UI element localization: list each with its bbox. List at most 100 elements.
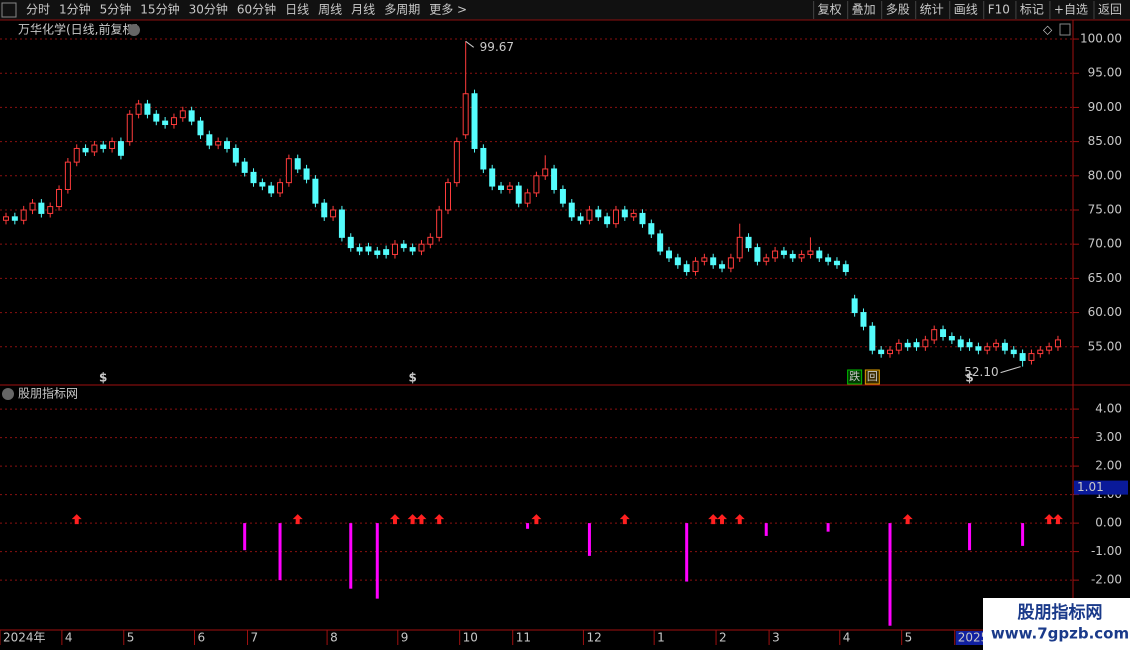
watermark-title: 股朋指标网 [1018,602,1103,623]
candle-body [330,209,337,218]
toolbar-button[interactable]: 更多 > [429,3,467,17]
dropdown[interactable] [2,388,14,400]
candle-body [568,202,575,218]
candle-body [197,120,204,136]
signal-arrow [734,514,745,525]
watermark-url: www.7gpzb.com [991,625,1129,643]
toolbar-button[interactable]: 画线 [954,3,978,17]
x-tick-label: 2024年 [3,631,46,645]
signal-marker: $ [408,371,416,385]
y-tick-label: 100.00 [1080,32,1122,46]
candle-body [64,161,71,190]
y-tick-label: 0.00 [1095,516,1122,530]
candle-body [630,212,637,218]
candle-body [250,171,257,184]
x-tick-label: 2 [719,631,727,645]
toolbar-button[interactable]: 日线 [285,3,309,17]
candle-body [851,298,858,314]
chart-title: 万华化学(日线,前复权) [18,22,139,37]
toolbar-button[interactable]: 叠加 [852,3,876,17]
badge-box [864,369,880,385]
toolbar-button[interactable]: 多周期 [384,3,420,17]
candle-body [480,147,487,170]
candle-body [639,212,646,225]
candle-body [453,141,460,184]
y-tick-label: 85.00 [1088,134,1122,148]
candle-body [91,144,98,153]
x-tick-label: 5 [127,631,135,645]
candle-body [648,223,655,235]
candle-body [1010,349,1017,355]
candle-body [436,209,443,238]
candle-body [170,117,177,126]
candle-body [1037,349,1044,355]
candle-body [895,342,902,351]
candle-body [524,192,531,204]
candle-body [471,93,478,149]
candle-body [789,253,796,259]
candle-body [11,216,18,221]
candle-body [1028,353,1035,361]
toolbar-button[interactable]: 标记 [1020,3,1044,17]
signal-marker: $ [965,371,973,385]
icon[interactable]: ◇ [1043,23,1053,37]
toolbar-button[interactable]: 多股 [886,3,910,17]
y-tick-label: -2.00 [1091,573,1122,587]
candle-body [586,209,593,221]
y-tick-label: 3.00 [1095,430,1122,444]
toolbar-button[interactable]: 60分钟 [237,2,276,17]
candle-body [338,209,345,238]
signal-arrow [292,514,303,525]
candle-body [736,236,743,259]
candle-body [754,247,761,262]
candle-body [489,168,496,187]
toolbar-button[interactable]: 统计 [920,3,944,17]
indicator-bar [587,523,591,556]
candle-body [241,161,248,173]
toolbar-button[interactable]: 复权 [818,3,842,17]
x-tick-label: 3 [772,631,780,645]
toolbar-button[interactable]: 5分钟 [100,2,132,17]
candle-body [825,257,832,262]
candle-body [224,141,230,149]
candle-body [356,247,363,252]
x-tick-label: 4 [65,631,73,645]
candle-body [878,349,885,355]
badge: 跌 [849,369,860,383]
dropdown[interactable] [128,24,140,36]
menu-icon[interactable] [1,2,17,18]
indicator-bar [526,523,530,529]
y-tick-label: 55.00 [1088,339,1122,353]
signal-arrow [902,514,913,525]
x-tick-label: 4 [843,631,851,645]
candle-body [559,188,566,204]
candle-body [117,141,124,156]
x-tick-label: 10 [463,631,478,645]
candle-body [277,182,284,194]
x-tick-label: 8 [330,631,338,645]
candle-body [913,342,920,348]
icon[interactable] [1059,23,1071,36]
signal-arrow [708,514,719,525]
candle-body [674,257,681,266]
toolbar-button[interactable]: 月线 [351,3,375,17]
toolbar-button[interactable]: 分时 [26,3,50,17]
candle-body [763,257,770,262]
toolbar-button[interactable]: 15分钟 [140,2,179,17]
candle-body [188,110,195,122]
toolbar-button[interactable]: +自选 [1054,3,1088,17]
candle-body [312,178,319,204]
toolbar-button[interactable]: 1分钟 [59,2,91,17]
current-value-box [1074,480,1128,495]
toolbar-button[interactable]: F10 [988,3,1010,17]
candle-body [294,158,301,170]
y-tick-label: -1.00 [1091,544,1122,558]
candle-body [931,329,938,341]
candle-body [948,336,955,341]
indicator-bar [243,523,247,551]
toolbar-button[interactable]: 30分钟 [189,2,228,17]
current-value: 1.01 [1077,480,1104,494]
toolbar-button[interactable]: 周线 [318,3,342,17]
toolbar-button[interactable]: 返回 [1098,3,1122,17]
signal-arrow [619,514,630,525]
